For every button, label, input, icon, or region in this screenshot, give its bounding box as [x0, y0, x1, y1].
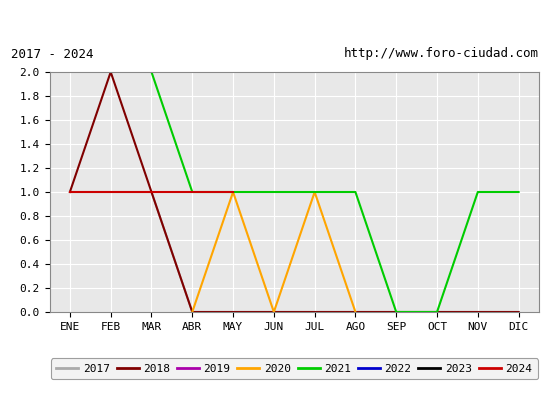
Legend: 2017, 2018, 2019, 2020, 2021, 2022, 2023, 2024: 2017, 2018, 2019, 2020, 2021, 2022, 2023… — [51, 358, 538, 380]
Text: http://www.foro-ciudad.com: http://www.foro-ciudad.com — [344, 48, 539, 60]
Text: Evolucion del paro registrado en Hornillos del Camino: Evolucion del paro registrado en Hornill… — [43, 10, 507, 26]
Text: 2017 - 2024: 2017 - 2024 — [11, 48, 94, 60]
